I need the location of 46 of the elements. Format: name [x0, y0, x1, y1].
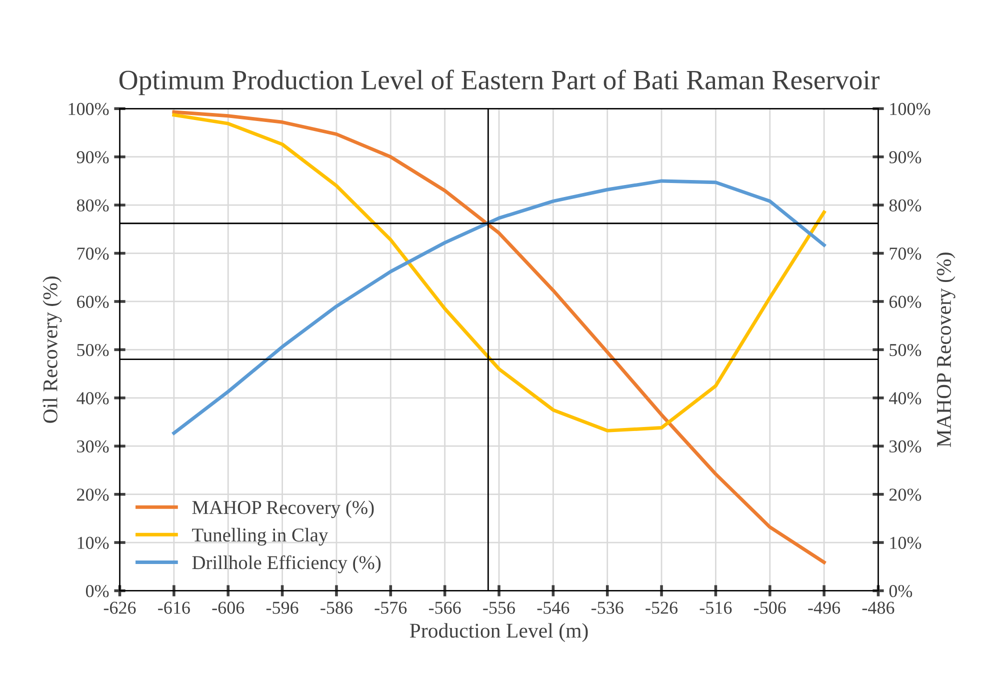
x-tick-label: -516 [700, 602, 732, 614]
y-axis-title: Oil Recovery (%) [42, 276, 62, 423]
x-tick-label: -556 [483, 602, 516, 614]
y-tick-label: 100% [68, 102, 109, 116]
y2-tick-label: 10% [890, 536, 922, 550]
x-tick-label: -566 [428, 602, 461, 614]
x-tick-label: -546 [537, 602, 570, 614]
x-tick-label: -596 [266, 602, 298, 614]
y-tick-label: 40% [76, 392, 109, 404]
chart-title: Optimum Production Level of Eastern Part of Bati Raman Reservoir [119, 70, 880, 96]
x-tick-label: -496 [808, 602, 840, 614]
y2-axis-title: MAHOP Recovery (%) [936, 252, 956, 448]
x-tick-label: -576 [374, 602, 407, 614]
y-tick-label: 10% [78, 536, 109, 550]
line-series [172, 113, 826, 432]
x-tick-label: -506 [754, 602, 786, 614]
x-tick-label: -616 [158, 602, 190, 614]
y2-tick-label: 40% [889, 392, 922, 404]
y-tick-label: 20% [77, 488, 109, 501]
x-tick-label: -606 [212, 602, 244, 614]
y-tick-label: 50% [77, 344, 109, 356]
x-tick-label: -486 [862, 602, 894, 614]
x-axis-title: Production Level (m) [410, 623, 588, 642]
legend-label: Drillhole Efficiency (%) [192, 555, 381, 574]
x-tick-label: -536 [591, 602, 624, 614]
y-tick-label: 90% [76, 151, 109, 164]
legend-label: Tunelling in Clay [192, 528, 328, 546]
y-tick-label: 60% [77, 296, 109, 308]
x-tick-label: -586 [320, 602, 352, 614]
y-tick-label: 80% [76, 199, 109, 212]
y-tick-label: 0% [86, 584, 109, 598]
x-tick-label: -626 [104, 602, 136, 614]
y2-tick-label: 100% [890, 102, 930, 116]
y2-tick-label: 90% [889, 151, 922, 164]
y2-tick-label: 60% [889, 296, 922, 308]
y-tick-label: 70% [77, 248, 109, 260]
y-tick-label: 30% [77, 440, 109, 453]
line-series [172, 179, 826, 435]
y2-tick-label: 0% [889, 584, 912, 598]
y2-tick-label: 20% [889, 488, 922, 501]
y2-tick-label: 30% [890, 440, 922, 453]
y2-tick-label: 80% [889, 199, 922, 212]
legend-label: MAHOP Recovery (%) [192, 500, 374, 518]
x-tick-label: -526 [646, 602, 678, 614]
y2-tick-label: 50% [890, 344, 922, 356]
y2-tick-label: 70% [890, 248, 922, 260]
